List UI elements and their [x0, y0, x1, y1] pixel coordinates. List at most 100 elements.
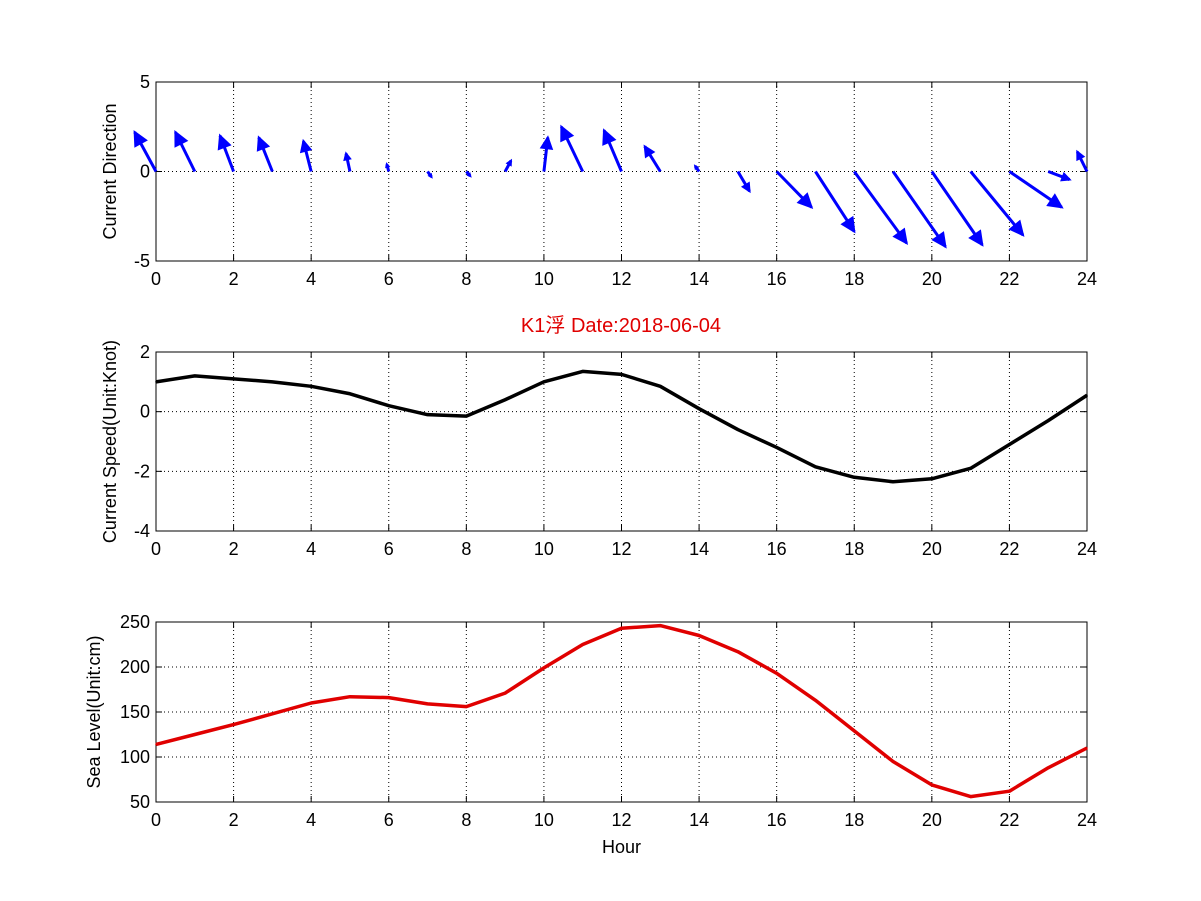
arrow-head [217, 133, 232, 151]
y-tick-label: -5 [134, 251, 150, 271]
x-tick-label: 0 [151, 810, 161, 830]
data-point [698, 407, 700, 410]
data-point [232, 378, 235, 380]
x-tick-label: 2 [229, 810, 239, 830]
x-tick-label: 12 [611, 810, 631, 830]
data-point [155, 743, 157, 746]
x-tick-label: 8 [461, 269, 471, 289]
direction-arrow [343, 151, 352, 172]
direction-arrow [602, 128, 623, 173]
arrow-head [256, 135, 271, 152]
x-tick-label: 20 [922, 539, 942, 559]
direction-arrow [1075, 149, 1089, 173]
data-point [193, 733, 196, 736]
x-tick-label: 22 [999, 269, 1019, 289]
y-tick-label: 5 [140, 72, 150, 92]
data-point [581, 643, 584, 646]
data-point [659, 385, 662, 388]
arrow-head [840, 215, 856, 234]
data-point [426, 703, 429, 705]
data-point [349, 695, 351, 698]
data-point [969, 467, 972, 470]
direction-arrow [426, 170, 433, 179]
x-tick-label: 18 [844, 810, 864, 830]
data-point [931, 784, 933, 786]
direction-arrow [256, 135, 274, 173]
data-point [1086, 747, 1088, 749]
y-axis-label: Current Speed(Unit:Knot) [100, 340, 120, 543]
arrow-head [931, 231, 947, 249]
data-point [659, 624, 662, 627]
arrow-shaft [853, 170, 908, 244]
direction-arrow [299, 138, 313, 172]
direction-arrow [539, 135, 554, 172]
direction-arrow [1008, 170, 1064, 209]
x-tick-label: 10 [534, 810, 554, 830]
arrow-head [174, 130, 189, 148]
y-tick-label: 0 [140, 162, 150, 182]
x-tick-label: 18 [844, 539, 864, 559]
arrow-shaft [891, 170, 947, 248]
arrow-head [892, 227, 908, 245]
arrow-head [1076, 149, 1086, 162]
direction-arrow [814, 170, 856, 234]
data-point [814, 466, 817, 468]
arrow-head [299, 138, 313, 154]
arrow-head [693, 164, 700, 171]
arrow-head [740, 181, 751, 194]
arrow-head [1060, 171, 1072, 182]
x-tick-label: 24 [1077, 269, 1097, 289]
x-tick-label: 12 [611, 269, 631, 289]
data-point [853, 476, 856, 479]
data-point [271, 381, 274, 383]
arrow-shaft [969, 170, 1025, 236]
data-point [465, 415, 468, 417]
arrow-head [343, 151, 352, 162]
data-point [620, 627, 623, 630]
direction-arrow [736, 170, 751, 194]
y-tick-label: 200 [120, 657, 150, 677]
direction-arrow [969, 170, 1025, 237]
data-point [155, 381, 157, 383]
data-point [310, 702, 312, 704]
x-tick-label: 2 [229, 269, 239, 289]
x-tick-label: 14 [689, 269, 709, 289]
direction-arrow [385, 162, 391, 172]
arrow-head [1008, 219, 1025, 237]
x-tick-label: 24 [1077, 810, 1097, 830]
arrow-head [466, 172, 472, 178]
data-point [969, 795, 972, 798]
data-point [775, 446, 778, 449]
x-tick-label: 0 [151, 539, 161, 559]
x-tick-label: 8 [461, 539, 471, 559]
y-tick-label: 0 [140, 402, 150, 422]
x-tick-label: 0 [151, 269, 161, 289]
x-tick-label: 18 [844, 269, 864, 289]
x-tick-label: 12 [611, 539, 631, 559]
data-point [620, 373, 623, 376]
y-axis-label: Current Direction [100, 103, 120, 239]
data-point [310, 385, 312, 388]
data-point [814, 699, 817, 702]
arrow-head [560, 124, 575, 143]
y-tick-label: 100 [120, 747, 150, 767]
arrow-head [385, 162, 391, 169]
direction-arrow [643, 144, 662, 173]
y-axis-label: Sea Level(Unit:cm) [84, 635, 104, 788]
data-point [1047, 419, 1050, 422]
y-tick-label: 250 [120, 612, 150, 632]
direction-arrow [174, 130, 197, 173]
y-tick-label: -4 [134, 521, 150, 541]
data-point [737, 428, 739, 431]
data-point [387, 696, 390, 699]
data-point [698, 634, 700, 637]
x-tick-label: 16 [767, 269, 787, 289]
arrow-head [427, 172, 433, 179]
data-point [1047, 767, 1050, 769]
x-tick-label: 20 [922, 269, 942, 289]
data-point [387, 404, 390, 407]
chart-title: K1浮 Date:2018-06-04 [521, 314, 721, 337]
direction-arrow [1047, 170, 1072, 182]
x-tick-label: 10 [534, 539, 554, 559]
